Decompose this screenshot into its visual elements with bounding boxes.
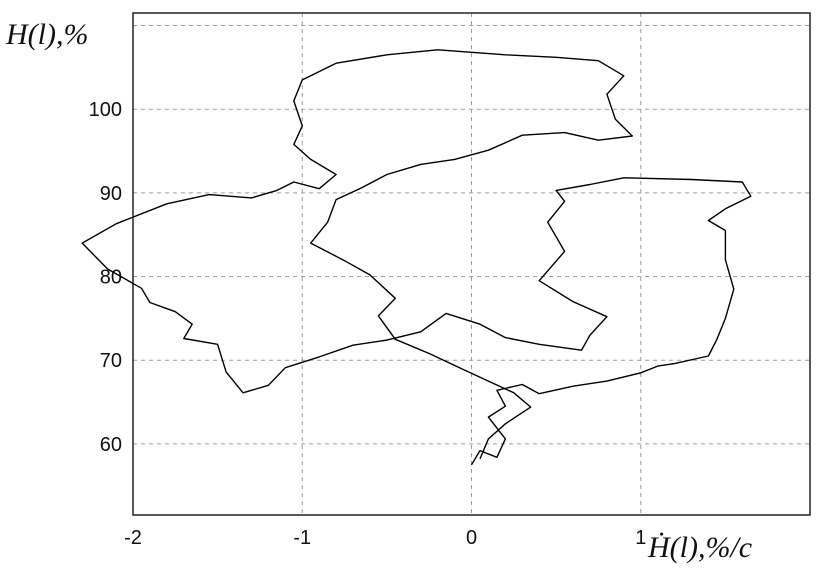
y-axis-label: H(l),% [5,18,88,51]
y-tick-label: 90 [100,183,122,205]
x-axis-label: Ḣ(l),%/c [647,531,752,564]
y-tick-label: 70 [100,350,122,372]
plot-frame [132,12,811,516]
y-tick-label: 60 [100,434,122,456]
x-tick-label: -1 [293,527,311,549]
x-tick-label: 0 [466,527,477,549]
grid-lines [133,13,811,515]
tick-labels: -2 -1 0 1 60 70 80 90 100 [89,99,647,549]
x-tick-label: 1 [635,527,646,549]
y-tick-label: 100 [89,99,122,121]
x-tick-label: -2 [124,527,142,549]
data-series [81,49,752,466]
series-line [81,49,752,466]
y-tick-label: 80 [100,267,122,289]
